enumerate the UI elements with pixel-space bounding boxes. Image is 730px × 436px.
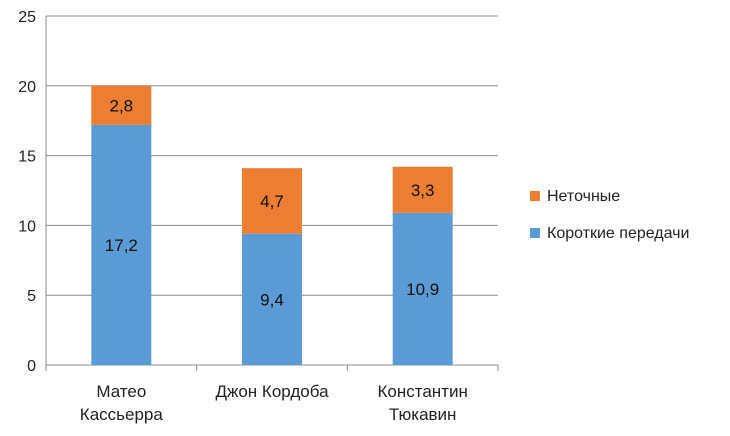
legend: Неточные Короткие передачи (530, 188, 689, 242)
x-category-label: Кассьерра (80, 405, 164, 424)
bar-segment (392, 166, 453, 213)
bar-segment (91, 124, 152, 365)
legend-label: Короткие передачи (547, 225, 689, 242)
y-tick-label: 5 (27, 288, 36, 305)
data-label: 10,9 (406, 280, 439, 299)
bars (91, 85, 453, 365)
data-label: 9,4 (260, 290, 284, 309)
x-category-label: Тюкавин (389, 405, 457, 424)
y-tick-label: 10 (18, 218, 36, 235)
bar-segment (91, 85, 152, 125)
legend-swatch (530, 228, 540, 238)
legend-label: Неточные (547, 188, 620, 205)
x-category-label: Матео (96, 382, 146, 401)
data-labels: 17,2 2,8 9,4 4,7 10,9 3,3 (105, 96, 439, 309)
x-category-label: Джон Кордоба (215, 382, 329, 401)
bar-segment (242, 168, 302, 234)
data-label: 3,3 (411, 181, 435, 200)
y-tick-label: 25 (18, 9, 36, 26)
y-tick-label: 20 (18, 79, 36, 96)
bar-segment (242, 233, 302, 365)
y-tick-label: 15 (18, 149, 36, 166)
x-category-label: Константин (377, 382, 467, 401)
legend-swatch (530, 191, 540, 201)
data-label: 4,7 (260, 192, 284, 211)
y-tick-label: 0 (27, 358, 36, 375)
data-label: 17,2 (105, 236, 138, 255)
data-label: 2,8 (110, 96, 134, 115)
bar-segment (392, 212, 453, 365)
